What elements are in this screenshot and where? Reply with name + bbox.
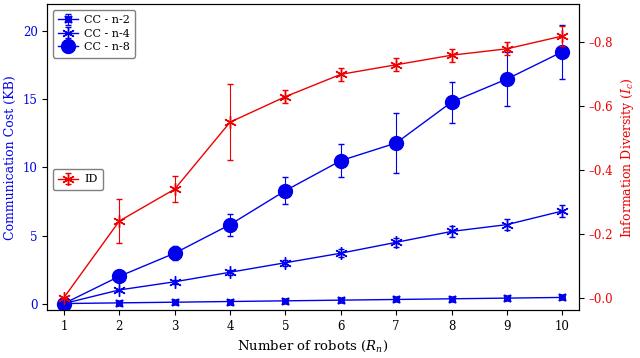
Y-axis label: Information Diversity ($I_c$): Information Diversity ($I_c$)	[619, 77, 636, 238]
Y-axis label: Communication Cost (KB): Communication Cost (KB)	[4, 75, 17, 240]
X-axis label: Number of robots ($R_n$): Number of robots ($R_n$)	[237, 339, 389, 354]
Legend: ID: ID	[53, 169, 103, 190]
